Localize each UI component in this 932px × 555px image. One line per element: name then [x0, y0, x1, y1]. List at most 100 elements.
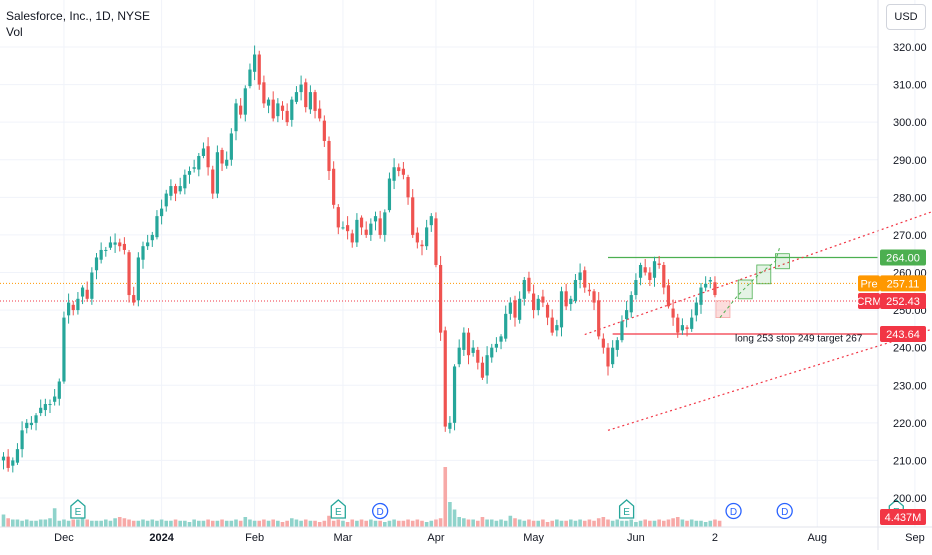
- candle-body[interactable]: [48, 404, 52, 406]
- candle[interactable]: [43, 398, 47, 417]
- candle-body[interactable]: [462, 332, 466, 350]
- candle[interactable]: [676, 313, 680, 338]
- candle-body[interactable]: [452, 366, 457, 423]
- candle-body[interactable]: [290, 99, 294, 120]
- candle-body[interactable]: [708, 280, 712, 282]
- candle[interactable]: [350, 229, 354, 248]
- candle[interactable]: [550, 309, 554, 336]
- candle-body[interactable]: [541, 296, 545, 303]
- candle[interactable]: [25, 419, 29, 434]
- candle-body[interactable]: [676, 317, 680, 333]
- candle[interactable]: [90, 267, 94, 305]
- candle[interactable]: [169, 179, 173, 201]
- candle[interactable]: [671, 299, 675, 326]
- candle-body[interactable]: [187, 171, 192, 175]
- candle[interactable]: [62, 311, 66, 384]
- candle[interactable]: [34, 413, 38, 431]
- candle-body[interactable]: [20, 430, 24, 450]
- candle[interactable]: [532, 284, 536, 319]
- candle-body[interactable]: [592, 291, 596, 303]
- candle-body[interactable]: [550, 317, 554, 333]
- candle[interactable]: [178, 177, 182, 195]
- candle-body[interactable]: [225, 159, 229, 166]
- candle[interactable]: [625, 301, 629, 328]
- candle-body[interactable]: [406, 177, 410, 198]
- candle[interactable]: [229, 128, 233, 166]
- candle-body[interactable]: [215, 152, 219, 194]
- candle-body[interactable]: [220, 149, 224, 164]
- candle-body[interactable]: [387, 178, 392, 211]
- candle[interactable]: [108, 236, 113, 250]
- candle[interactable]: [164, 189, 168, 212]
- candle-body[interactable]: [443, 330, 447, 427]
- candle[interactable]: [601, 333, 605, 354]
- candle[interactable]: [150, 231, 154, 247]
- candle[interactable]: [657, 255, 661, 269]
- candle[interactable]: [48, 399, 52, 414]
- candle[interactable]: [308, 85, 312, 114]
- candle-body[interactable]: [206, 146, 210, 168]
- candle-body[interactable]: [62, 317, 66, 382]
- candle[interactable]: [173, 183, 178, 202]
- candle[interactable]: [704, 276, 708, 292]
- candle[interactable]: [6, 449, 10, 472]
- candle[interactable]: [508, 297, 512, 320]
- candle[interactable]: [457, 339, 461, 368]
- candle[interactable]: [480, 356, 485, 380]
- candle[interactable]: [559, 286, 564, 337]
- candle[interactable]: [434, 212, 438, 268]
- candle[interactable]: [648, 267, 652, 287]
- candle[interactable]: [490, 343, 494, 363]
- candle[interactable]: [634, 273, 638, 300]
- candle[interactable]: [708, 277, 712, 289]
- candle[interactable]: [266, 97, 271, 114]
- candle[interactable]: [583, 266, 587, 293]
- candle[interactable]: [299, 75, 303, 101]
- candle-body[interactable]: [285, 110, 289, 123]
- candle[interactable]: [545, 302, 550, 326]
- candle-body[interactable]: [169, 186, 173, 196]
- candle[interactable]: [239, 98, 243, 119]
- candle[interactable]: [364, 221, 368, 238]
- candle-body[interactable]: [350, 233, 354, 243]
- candle-body[interactable]: [192, 167, 196, 169]
- candle[interactable]: [336, 204, 340, 235]
- candle-body[interactable]: [504, 313, 508, 339]
- candle[interactable]: [536, 295, 540, 316]
- candle[interactable]: [322, 115, 326, 147]
- candle[interactable]: [369, 218, 373, 241]
- candle[interactable]: [215, 145, 219, 199]
- candle[interactable]: [225, 151, 229, 169]
- candle-body[interactable]: [485, 355, 489, 376]
- candle-body[interactable]: [229, 133, 233, 160]
- candle[interactable]: [638, 262, 643, 286]
- candle[interactable]: [294, 86, 299, 105]
- candle-body[interactable]: [425, 227, 429, 247]
- candle[interactable]: [197, 152, 201, 177]
- candle[interactable]: [313, 89, 317, 119]
- candle-body[interactable]: [648, 272, 652, 281]
- candle[interactable]: [485, 346, 489, 384]
- channel-line-upper[interactable]: [584, 190, 932, 336]
- candle-body[interactable]: [699, 287, 703, 305]
- candle[interactable]: [462, 327, 466, 356]
- candles[interactable]: [1, 45, 717, 473]
- candle-body[interactable]: [332, 168, 336, 205]
- candle-body[interactable]: [494, 343, 498, 348]
- candle-body[interactable]: [327, 140, 331, 172]
- candle-body[interactable]: [113, 242, 117, 245]
- candle[interactable]: [587, 283, 591, 296]
- candle-body[interactable]: [141, 246, 145, 260]
- candle-body[interactable]: [178, 186, 182, 192]
- candle-body[interactable]: [6, 456, 10, 468]
- candle-body[interactable]: [108, 242, 113, 248]
- candle-body[interactable]: [490, 347, 494, 358]
- candle-body[interactable]: [43, 404, 47, 411]
- candle-body[interactable]: [583, 270, 587, 288]
- candle-body[interactable]: [559, 291, 564, 328]
- candle[interactable]: [67, 293, 71, 324]
- candle[interactable]: [332, 161, 336, 209]
- candle-body[interactable]: [271, 99, 275, 119]
- candle-body[interactable]: [211, 169, 215, 194]
